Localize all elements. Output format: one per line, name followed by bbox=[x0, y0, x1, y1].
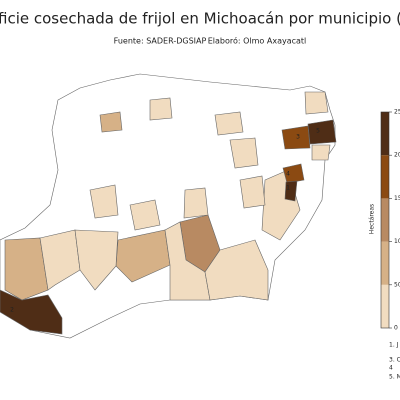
municipality bbox=[311, 144, 331, 161]
municipality bbox=[214, 111, 244, 136]
colorbar-tick-label: 1500 bbox=[394, 195, 400, 202]
map-label: 5 bbox=[316, 128, 320, 135]
municipality bbox=[282, 163, 305, 184]
map-label: 3 bbox=[296, 134, 300, 141]
note: 4 bbox=[389, 365, 393, 372]
colorbar-band bbox=[381, 155, 389, 199]
colorbar-frame bbox=[380, 111, 390, 329]
colorbar-tick-label: 0 bbox=[394, 325, 398, 332]
municipality bbox=[229, 137, 259, 169]
colorbar-tick-label: 1000 bbox=[394, 238, 400, 245]
map-title: Superficie cosechada de frijol en Michoa… bbox=[0, 10, 400, 28]
colorbar-band bbox=[381, 241, 389, 285]
colorbar: 0 500 1000 1500 2000 2500 bbox=[380, 109, 400, 332]
colorbar-tick-label: 2000 bbox=[394, 152, 400, 159]
source: Fuente: SADER-DGSIAP bbox=[114, 37, 207, 46]
municipality bbox=[183, 187, 209, 219]
municipality bbox=[74, 229, 119, 291]
municipality bbox=[0, 289, 63, 335]
municipality bbox=[129, 199, 161, 231]
municipality bbox=[4, 237, 49, 301]
municipality bbox=[149, 97, 173, 121]
municipality bbox=[284, 180, 298, 202]
municipality bbox=[204, 239, 269, 301]
colorbar-tick-label: 500 bbox=[394, 281, 400, 288]
municipality bbox=[99, 111, 123, 133]
municipality bbox=[89, 184, 119, 219]
colorbar-band bbox=[381, 284, 389, 328]
note: 1. J bbox=[389, 342, 399, 349]
author: Elaboró: Olmo Axayacatl bbox=[208, 36, 307, 46]
colorbar-label: Hectáreas bbox=[369, 204, 376, 234]
map-label: 4 bbox=[286, 171, 290, 178]
colorbar-band bbox=[381, 112, 389, 156]
map-label: 1 bbox=[286, 185, 290, 192]
municipality bbox=[304, 91, 329, 115]
map-label: 2 bbox=[10, 307, 14, 314]
colorbar-tick-label: 2500 bbox=[394, 109, 400, 116]
municipality bbox=[281, 125, 311, 150]
colorbar-band bbox=[381, 198, 389, 242]
state-map: 1 2 3 4 5 bbox=[0, 73, 337, 339]
municipality bbox=[39, 229, 81, 291]
note: 5. M bbox=[389, 374, 400, 381]
note: 3. C bbox=[389, 357, 400, 364]
notes: 1. J 3. C4 5. M bbox=[389, 342, 400, 381]
municipality bbox=[239, 175, 266, 209]
municipality bbox=[307, 119, 337, 145]
